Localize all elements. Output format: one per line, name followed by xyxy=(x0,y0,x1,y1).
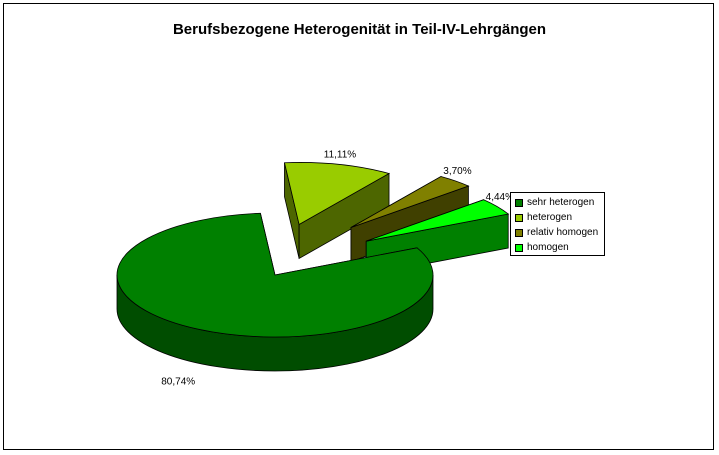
legend-swatch xyxy=(515,243,523,252)
pie-slice xyxy=(283,162,391,260)
legend-item-sehr-heterogen: sehr heterogen xyxy=(515,195,604,210)
legend-item-relativ-homogen: relativ homogen xyxy=(515,225,604,240)
slice-value-label: 3,70% xyxy=(443,166,471,177)
legend-label: homogen xyxy=(527,242,569,253)
legend-swatch xyxy=(515,198,523,207)
legend: sehr heterogen heterogen relativ homogen… xyxy=(510,192,605,256)
slice-value-label: 80,74% xyxy=(161,377,195,388)
legend-label: sehr heterogen xyxy=(527,197,595,208)
legend-label: relativ homogen xyxy=(527,227,599,238)
legend-swatch xyxy=(515,213,523,222)
slice-top xyxy=(116,212,434,338)
legend-swatch xyxy=(515,228,523,237)
slice-value-label: 4,44% xyxy=(486,192,514,203)
chart-title: Berufsbezogene Heterogenität in Teil-IV-… xyxy=(172,21,547,38)
slice-top xyxy=(366,199,510,242)
slice-value-label: 11,11% xyxy=(324,149,357,160)
legend-label: heterogen xyxy=(527,212,573,223)
pie-slice xyxy=(116,212,434,372)
legend-item-heterogen: heterogen xyxy=(515,210,604,225)
slice-top xyxy=(283,162,391,226)
legend-item-homogen: homogen xyxy=(515,240,604,255)
slice-top xyxy=(350,176,470,228)
